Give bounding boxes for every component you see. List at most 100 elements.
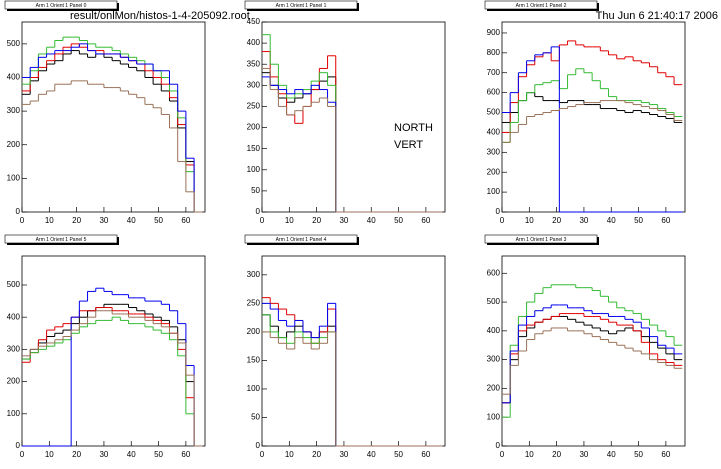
x-tick-label: 30 [99,450,108,459]
x-tick-label: 50 [154,450,163,459]
x-tick-label: 10 [525,216,534,225]
y-tick-label: 300 [487,147,501,156]
y-tick-label: 150 [247,144,261,153]
y-tick-label: 700 [487,68,501,77]
x-tick-label: 60 [661,450,670,459]
y-tick-label: 300 [7,344,21,353]
x-tick-label: 0 [260,450,265,459]
title-box [4,234,118,244]
x-tick-label: 20 [72,216,81,225]
x-tick-label: 0 [500,216,505,225]
y-tick-label: 500 [487,108,501,117]
x-tick-label: 60 [181,450,190,459]
y-tick-label: 400 [7,312,21,321]
y-tick-label: 400 [247,38,261,47]
y-tick-label: 50 [251,186,260,195]
y-tick-label: 100 [247,384,261,393]
y-tick-label: 200 [7,140,21,149]
x-tick-label: 40 [607,216,616,225]
frame [21,255,206,447]
step-riser [269,331,337,446]
panel-title: Arm 1 Orient 1 Panel 1 [276,3,327,9]
y-tick-label: 200 [487,167,501,176]
x-tick-label: 30 [339,216,348,225]
y-tick-label: 0 [16,207,21,216]
y-tick-label: 300 [247,270,261,279]
x-tick-label: 10 [45,216,54,225]
x-tick-label: 60 [421,216,430,225]
step-riser [269,51,337,212]
y-tick-label: 100 [487,412,501,421]
label: NORTH [394,122,433,134]
x-tick-label: 60 [421,450,430,459]
x-tick-label: 50 [154,216,163,225]
y-tick-label: 0 [256,207,261,216]
y-tick-label: 300 [487,355,501,364]
title-box [484,0,598,10]
x-tick-label: 40 [127,216,136,225]
y-tick-label: 400 [7,73,21,82]
y-tick-label: 300 [7,106,21,115]
panel-title: Arm 1 Orient 1 Panel 0 [36,3,87,9]
x-tick-label: 20 [552,450,561,459]
panel-title: Arm 1 Orient 1 Panel 3 [516,237,567,243]
date: Thu Jun 6 21:40:17 2006 [596,10,718,22]
title-box [244,234,358,244]
panel-title: Arm 1 Orient 1 Panel 5 [36,237,87,243]
y-tick-label: 350 [247,59,261,68]
x-tick-label: 60 [181,216,190,225]
x-tick-label: 0 [20,216,25,225]
panel-title: Arm 1 Orient 1 Panel 2 [516,3,567,9]
x-tick-label: 50 [634,450,643,459]
y-tick-label: 800 [487,48,501,57]
y-tick-label: 0 [496,207,501,216]
y-tick-label: 100 [7,409,21,418]
y-tick-label: 200 [487,384,501,393]
y-tick-label: 500 [7,39,21,48]
y-tick-label: 0 [16,441,21,450]
y-tick-label: 50 [251,413,260,422]
y-tick-label: 200 [247,123,261,132]
x-tick-label: 50 [394,450,403,459]
y-tick-label: 400 [487,326,501,335]
x-tick-label: 10 [45,450,54,459]
label: VERT [394,139,423,151]
y-tick-label: 100 [7,173,21,182]
x-tick-label: 0 [500,450,505,459]
x-tick-label: 40 [607,450,616,459]
y-tick-label: 500 [487,297,501,306]
y-tick-label: 600 [487,88,501,97]
x-tick-label: 40 [367,450,376,459]
frame [21,21,206,213]
x-tick-label: 0 [20,450,25,459]
x-tick-label: 40 [367,216,376,225]
title-box [244,0,358,10]
x-tick-label: 50 [394,216,403,225]
x-tick-label: 40 [127,450,136,459]
x-tick-label: 20 [72,450,81,459]
frame [501,255,686,447]
x-tick-label: 20 [312,450,321,459]
x-tick-label: 30 [99,216,108,225]
step-riser [509,46,560,212]
x-tick-label: 0 [260,216,265,225]
y-tick-label: 150 [247,356,261,365]
y-tick-label: 250 [247,102,261,111]
y-tick-label: 100 [247,165,261,174]
x-tick-label: 50 [634,216,643,225]
y-tick-label: 900 [487,28,501,37]
step-riser [269,303,337,446]
step-riser [509,100,675,143]
y-tick-label: 0 [256,441,261,450]
y-tick-label: 300 [247,80,261,89]
x-tick-label: 60 [661,216,670,225]
x-tick-label: 30 [579,216,588,225]
step-riser [269,68,337,212]
x-tick-label: 30 [579,450,588,459]
x-tick-label: 10 [285,450,294,459]
y-tick-label: 500 [7,280,21,289]
x-tick-label: 10 [285,216,294,225]
y-tick-label: 450 [247,17,261,26]
